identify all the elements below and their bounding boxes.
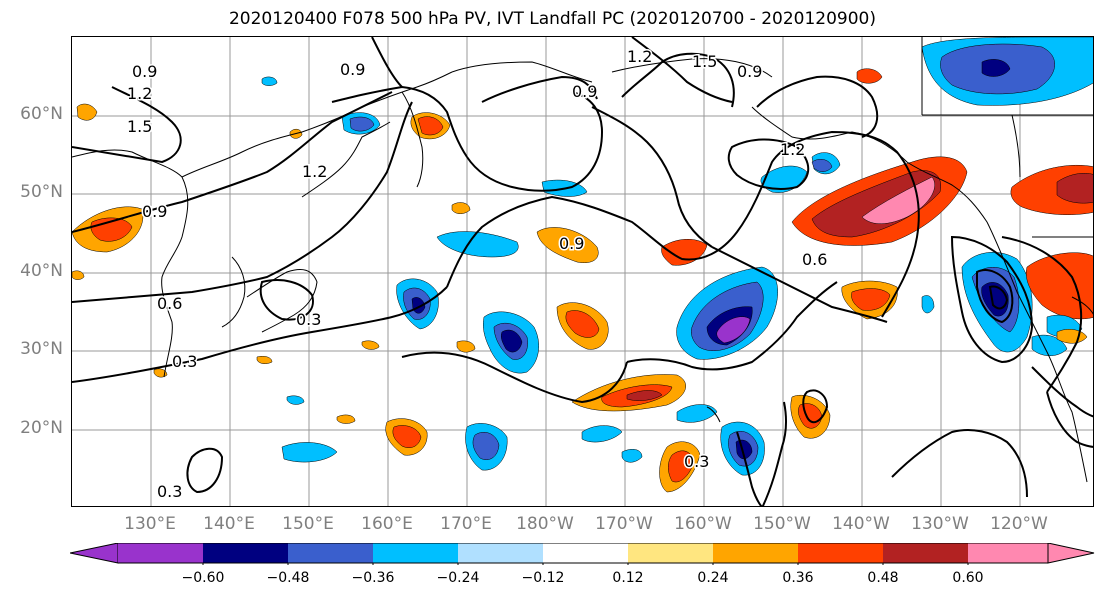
contour-label: 0.3 xyxy=(296,310,321,329)
colorbar-segment xyxy=(118,543,203,563)
colorbar-segment xyxy=(70,543,119,564)
map-canvas: 0.9 1.2 1.5 0.9 0.9 1.2 1.5 0.9 1.2 0.9 … xyxy=(72,37,1093,506)
contour-label: 0.3 xyxy=(172,352,197,371)
colorbar-segment xyxy=(203,543,288,563)
contour-label: 0.6 xyxy=(802,250,827,269)
contour-label: 1.5 xyxy=(692,52,717,71)
lon-label: 150°W xyxy=(753,514,811,534)
colorbar-segment xyxy=(628,543,713,563)
colorbar-tick-label: 0.36 xyxy=(782,570,814,586)
colorbar-tick-label: −0.60 xyxy=(181,570,225,586)
colorbar xyxy=(70,543,1095,565)
map-panel: 0.9 1.2 1.5 0.9 0.9 1.2 1.5 0.9 1.2 0.9 … xyxy=(71,36,1094,507)
map-title: 2020120400 F078 500 hPa PV, IVT Landfall… xyxy=(228,9,876,29)
lon-label: 160°W xyxy=(674,514,732,534)
contour-label: 0.9 xyxy=(559,234,584,253)
colorbar-tick-label: −0.48 xyxy=(266,570,310,586)
lon-label: 120°W xyxy=(990,514,1048,534)
colorbar-segment xyxy=(543,543,628,563)
lon-label: 170°W xyxy=(595,514,653,534)
contour-labels: 0.9 1.2 1.5 0.9 0.9 1.2 1.5 0.9 1.2 0.9 … xyxy=(126,46,829,503)
lat-label: 30°N xyxy=(20,339,63,359)
colorbar-segment xyxy=(288,543,373,563)
lat-label: 20°N xyxy=(20,418,63,438)
lon-label: 130°W xyxy=(911,514,969,534)
pv-contours xyxy=(72,37,1093,506)
colorbar-segment xyxy=(968,543,1048,563)
colorbar-tick-label: 0.24 xyxy=(697,570,729,586)
contour-label: 0.3 xyxy=(684,452,709,471)
lon-label: 160°E xyxy=(361,514,413,534)
lat-label: 60°N xyxy=(20,104,63,124)
colorbar-tick-label: 0.12 xyxy=(612,570,644,586)
colorbar-segment xyxy=(458,543,543,563)
colorbar-tick-label: −0.12 xyxy=(521,570,565,586)
contour-label: 1.2 xyxy=(627,47,652,66)
lon-label: 140°W xyxy=(832,514,890,534)
colorbar-segment xyxy=(373,543,458,563)
colorbar-tick-label: −0.36 xyxy=(351,570,395,586)
colorbar-segment xyxy=(798,543,883,563)
lon-label: 180°W xyxy=(516,514,574,534)
contour-label: 0.6 xyxy=(157,294,182,313)
contour-label: 1.2 xyxy=(780,140,805,159)
colorbar-segment xyxy=(1047,543,1095,564)
contour-label: 0.9 xyxy=(572,82,597,101)
colorbar-tick-label: −0.24 xyxy=(436,570,480,586)
colorbar-tick-label: 0.60 xyxy=(952,570,984,586)
coastlines xyxy=(72,37,1093,483)
lon-label: 140°E xyxy=(203,514,255,534)
contour-label: 0.3 xyxy=(157,482,182,501)
lon-label: 130°E xyxy=(124,514,176,534)
lat-label: 40°N xyxy=(20,261,63,281)
lat-label: 50°N xyxy=(20,182,63,202)
contour-label: 0.9 xyxy=(142,202,167,221)
contour-label: 0.9 xyxy=(340,60,365,79)
contour-label: 0.9 xyxy=(132,62,157,81)
lon-label: 150°E xyxy=(282,514,334,534)
contour-label: 1.5 xyxy=(127,117,152,136)
contour-label: 1.2 xyxy=(302,162,327,181)
colorbar-segment xyxy=(883,543,968,563)
colorbar-tick-label: 0.48 xyxy=(867,570,899,586)
lon-label: 170°E xyxy=(440,514,492,534)
colorbar-segment xyxy=(713,543,798,563)
contour-label: 0.9 xyxy=(737,62,762,81)
contour-label: 1.2 xyxy=(127,84,152,103)
